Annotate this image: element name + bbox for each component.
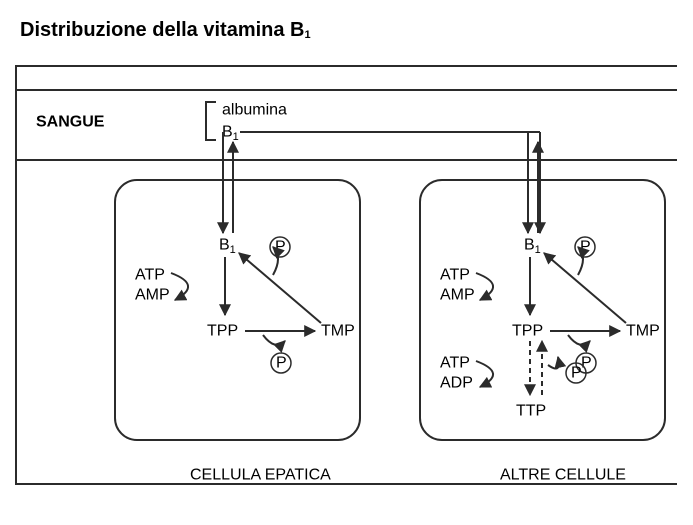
cell-right bbox=[420, 180, 665, 440]
b1-cell: B1 bbox=[219, 237, 236, 257]
albumin-label: albumina bbox=[222, 102, 287, 119]
albumin-bracket bbox=[206, 102, 216, 140]
b1-blood-label: B1 bbox=[222, 124, 239, 144]
tmp-b1-hook bbox=[273, 247, 278, 275]
tpp: TPP bbox=[207, 323, 238, 340]
p-ttp-txt: P bbox=[571, 365, 582, 382]
atp2: ATP bbox=[440, 355, 470, 372]
tmp: TMP bbox=[626, 323, 660, 340]
tmp-to-b1 bbox=[239, 253, 321, 323]
atp-amp-hook bbox=[476, 273, 493, 300]
cell-left-caption: CELLULA EPATICA bbox=[190, 467, 331, 484]
cell-right-caption: ALTRE CELLULE bbox=[500, 467, 626, 484]
tmp-to-b1 bbox=[544, 253, 626, 323]
amp: AMP bbox=[135, 287, 170, 304]
cell-left bbox=[115, 180, 360, 440]
p-mid-txt: P bbox=[276, 355, 287, 372]
atp: ATP bbox=[135, 267, 165, 284]
tpp-tmp-hook bbox=[568, 335, 590, 345]
tmp-b1-hook bbox=[578, 247, 583, 275]
adp: ADP bbox=[440, 375, 473, 392]
tpp: TPP bbox=[512, 323, 543, 340]
p-mid-txt: P bbox=[581, 355, 592, 372]
tpp-tmp-hook bbox=[263, 335, 285, 345]
atp-adp-hook bbox=[476, 361, 493, 387]
ttp: TTP bbox=[516, 403, 546, 420]
amp: AMP bbox=[440, 287, 475, 304]
b1-cell: B1 bbox=[524, 237, 541, 257]
blood-label: SANGUE bbox=[36, 114, 105, 131]
ttp-hook bbox=[548, 357, 559, 369]
atp: ATP bbox=[440, 267, 470, 284]
tmp: TMP bbox=[321, 323, 355, 340]
page-title: Distribuzione della vitamina B1 bbox=[20, 19, 311, 41]
atp-amp-hook bbox=[171, 273, 188, 300]
